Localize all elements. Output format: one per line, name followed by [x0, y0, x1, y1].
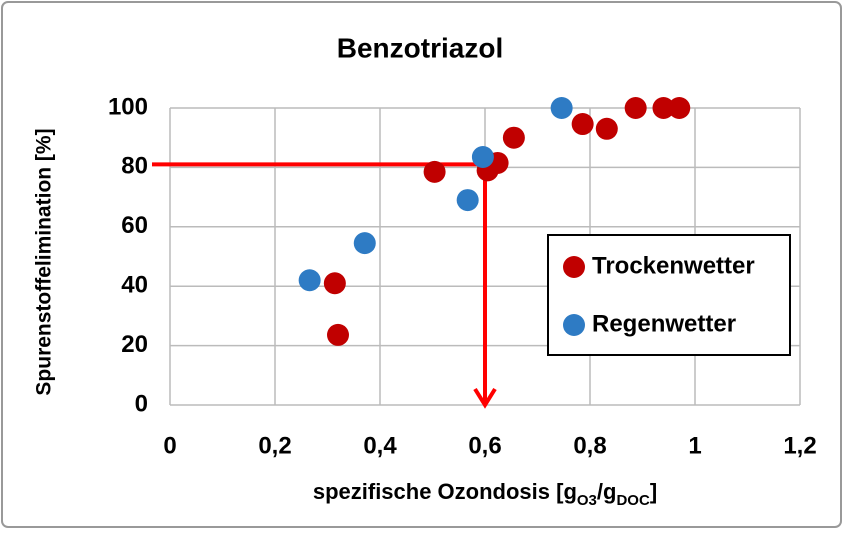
- point: [353, 232, 376, 255]
- y-tick-label: 20: [121, 331, 148, 358]
- x-tick-label: 1,2: [783, 432, 816, 459]
- legend-swatch: [563, 256, 585, 278]
- x-tick-label: 1: [688, 432, 701, 459]
- y-tick-label: 60: [121, 212, 148, 239]
- x-tick-label: 0,8: [573, 432, 606, 459]
- legend-label: Regenwetter: [592, 310, 736, 337]
- point: [471, 146, 494, 169]
- point: [502, 126, 525, 149]
- x-axis-label-part: /g: [597, 479, 617, 504]
- y-tick-label: 0: [135, 390, 148, 417]
- point: [323, 272, 346, 295]
- y-tick-label: 80: [121, 153, 148, 180]
- point: [652, 97, 675, 119]
- point: [298, 269, 321, 292]
- legend-swatch: [563, 314, 585, 336]
- point: [423, 160, 446, 183]
- point: [668, 97, 691, 119]
- x-axis-label-part: spezifische Ozondosis [g: [313, 479, 577, 504]
- point: [571, 113, 594, 136]
- point: [327, 323, 349, 346]
- x-tick-label: 0,6: [468, 432, 501, 459]
- chart-title: Benzotriazol: [337, 32, 503, 63]
- y-tick-label: 40: [121, 272, 148, 299]
- point: [595, 117, 618, 140]
- x-axis-label: spezifische Ozondosis [gO3/gDOC]: [313, 479, 657, 510]
- legend-box: [547, 234, 791, 356]
- point: [624, 97, 647, 119]
- x-tick-label: 0: [163, 432, 176, 459]
- x-tick-label: 0,2: [258, 432, 291, 459]
- y-tick-label: 100: [108, 93, 148, 120]
- reference-arrow: [473, 387, 497, 409]
- x-tick-label: 0,4: [363, 432, 397, 459]
- point: [456, 189, 479, 212]
- legend-label: Trockenwetter: [592, 252, 755, 279]
- x-axis-label-part: O3: [577, 492, 597, 509]
- x-axis-label-part: ]: [650, 479, 657, 504]
- y-axis-label: Spurenstoffelimination [%]: [33, 128, 56, 395]
- point: [550, 97, 573, 119]
- x-axis-label-part: DOC: [616, 492, 650, 509]
